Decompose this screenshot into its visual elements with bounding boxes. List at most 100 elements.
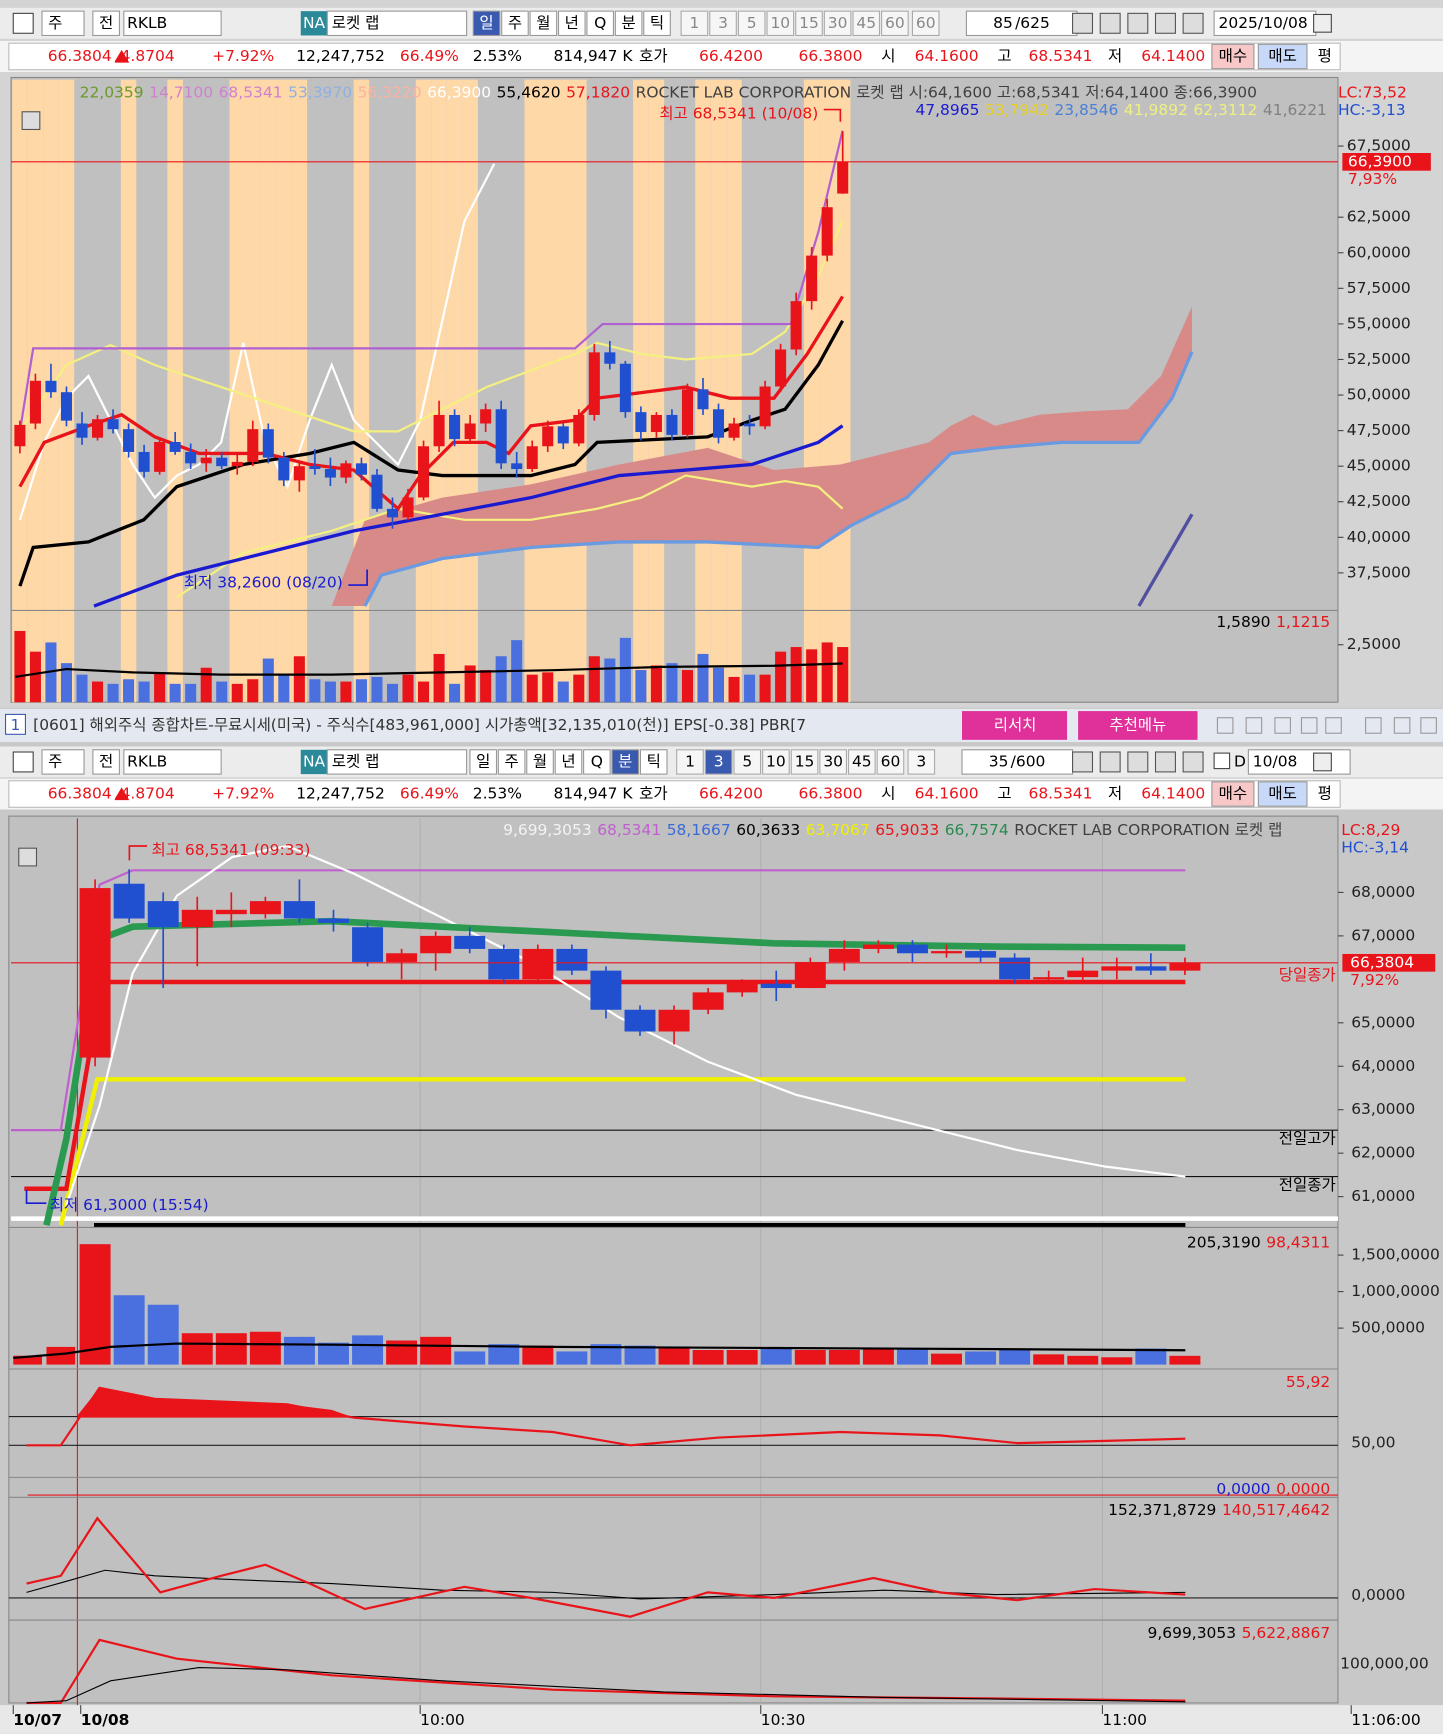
interval[interactable]: 1 bbox=[685, 752, 695, 770]
volume-bar bbox=[588, 656, 600, 703]
period[interactable]: 년 bbox=[561, 752, 575, 770]
candle-body bbox=[464, 423, 476, 440]
prev-close: 전일종가 bbox=[1279, 1176, 1336, 1194]
icon bbox=[12, 12, 34, 34]
interval[interactable]: 10 bbox=[766, 752, 786, 770]
button-label[interactable]: 주 bbox=[48, 752, 62, 770]
period[interactable]: Q bbox=[594, 14, 606, 32]
highlight-band bbox=[167, 79, 183, 703]
interval[interactable]: 5 bbox=[747, 14, 757, 32]
candle-body bbox=[402, 497, 414, 518]
y-tick-label: 61,0000 bbox=[1351, 1187, 1415, 1205]
check-label: D bbox=[1234, 752, 1246, 770]
button bbox=[41, 10, 85, 37]
interval[interactable]: 3 bbox=[916, 752, 926, 770]
volume-bar bbox=[965, 1351, 997, 1365]
period-button bbox=[557, 10, 586, 37]
candle-body bbox=[454, 935, 486, 949]
candle-body bbox=[488, 948, 520, 980]
volume-bar bbox=[324, 681, 336, 703]
interval[interactable]: 1 bbox=[689, 14, 699, 32]
interval[interactable]: 60 bbox=[881, 752, 901, 770]
y-tick-label: 42,5000 bbox=[1347, 492, 1411, 510]
period[interactable]: 분 bbox=[618, 752, 632, 770]
highlight-band bbox=[12, 79, 28, 703]
highlight-band bbox=[120, 79, 137, 703]
interval[interactable]: 15 bbox=[795, 752, 815, 770]
period[interactable]: 틱 bbox=[647, 752, 661, 770]
volume-bar bbox=[309, 679, 321, 703]
symbol[interactable]: RKLB bbox=[127, 752, 167, 770]
period[interactable]: 월 bbox=[536, 14, 550, 32]
volume-bar bbox=[999, 1348, 1031, 1365]
period-button bbox=[586, 10, 615, 37]
y-tick-label: 2,5000 bbox=[1347, 635, 1401, 653]
tool-icon bbox=[1099, 12, 1121, 34]
candle-body bbox=[247, 429, 259, 462]
volume-bar bbox=[29, 651, 41, 703]
y-tick-label: 67,0000 bbox=[1351, 926, 1415, 944]
period[interactable]: 일 bbox=[479, 14, 493, 32]
y-tick-label: 68,0000 bbox=[1351, 883, 1415, 901]
y-tick-label: 60,0000 bbox=[1347, 243, 1411, 261]
buy[interactable]: 매수 bbox=[1219, 785, 1247, 803]
sell[interactable]: 매도 bbox=[1268, 47, 1296, 65]
interval[interactable]: 15 bbox=[799, 14, 819, 32]
button-label[interactable]: 전 bbox=[99, 14, 113, 32]
interval[interactable]: 30 bbox=[828, 14, 848, 32]
avg[interactable]: 평 bbox=[1318, 47, 1332, 65]
interval[interactable]: 60 bbox=[885, 14, 905, 32]
symbol[interactable]: RKLB bbox=[127, 14, 167, 32]
label: 호가 bbox=[639, 785, 667, 803]
time-label: 10:00 bbox=[420, 1711, 465, 1729]
y-tick-label: 55,0000 bbox=[1347, 314, 1411, 332]
total: /625 bbox=[1015, 14, 1050, 32]
window-control bbox=[1245, 717, 1263, 734]
candle-body bbox=[1169, 962, 1201, 971]
period[interactable]: Q bbox=[591, 752, 603, 770]
period[interactable]: 일 bbox=[476, 752, 490, 770]
volume-bar bbox=[1101, 1357, 1133, 1365]
title-bar bbox=[0, 708, 1443, 743]
candle-body bbox=[79, 888, 111, 1058]
volume-bar bbox=[79, 1244, 111, 1365]
volume-bar bbox=[931, 1353, 962, 1365]
candle-body bbox=[965, 951, 997, 958]
interval[interactable]: 3 bbox=[714, 752, 724, 770]
sell[interactable]: 매도 bbox=[1268, 785, 1296, 803]
button-label[interactable]: 전 bbox=[99, 752, 113, 770]
period[interactable]: 주 bbox=[505, 752, 519, 770]
y-tick-label: 62,0000 bbox=[1351, 1144, 1415, 1162]
interval[interactable]: 45 bbox=[856, 14, 876, 32]
research[interactable]: 리서치 bbox=[994, 716, 1037, 734]
interval[interactable]: 30 bbox=[823, 752, 843, 770]
interval[interactable]: 5 bbox=[742, 752, 752, 770]
avg[interactable]: 평 bbox=[1318, 785, 1332, 803]
count[interactable]: 35 bbox=[989, 752, 1009, 770]
buy[interactable]: 매수 bbox=[1219, 47, 1247, 65]
period[interactable]: 분 bbox=[622, 14, 636, 32]
ma-white bbox=[18, 163, 496, 521]
date[interactable]: 2025/10/08 bbox=[1219, 14, 1308, 32]
rsi-line bbox=[26, 1386, 1186, 1447]
count[interactable]: 85 bbox=[993, 14, 1013, 32]
period[interactable]: 주 bbox=[508, 14, 522, 32]
interval[interactable]: 3 bbox=[718, 14, 728, 32]
period-button bbox=[611, 749, 640, 775]
ma-blue bbox=[93, 424, 844, 608]
candle-body bbox=[480, 409, 492, 424]
button-label[interactable]: 주 bbox=[48, 14, 62, 32]
period[interactable]: 년 bbox=[565, 14, 579, 32]
high-arrow bbox=[823, 108, 842, 122]
interval[interactable]: 45 bbox=[852, 752, 872, 770]
interval[interactable]: 60 bbox=[916, 14, 936, 32]
interval[interactable]: 10 bbox=[770, 14, 790, 32]
prev-high: 전일고가 bbox=[1279, 1130, 1336, 1148]
date[interactable]: 10/08 bbox=[1253, 752, 1298, 770]
pct-tag: 7,92% bbox=[1350, 971, 1399, 989]
volume-bar bbox=[154, 672, 166, 703]
period[interactable]: 월 bbox=[533, 752, 547, 770]
period[interactable]: 틱 bbox=[650, 14, 664, 32]
recommend[interactable]: 추천메뉴 bbox=[1109, 716, 1166, 734]
volume-bar bbox=[526, 674, 538, 703]
